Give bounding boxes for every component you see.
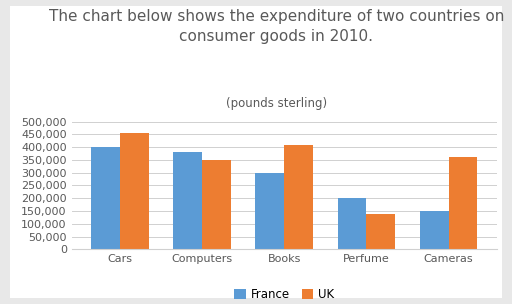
Bar: [367, 213, 395, 249]
Bar: [255, 173, 284, 249]
Bar: [202, 160, 231, 249]
Bar: [120, 133, 148, 249]
Bar: [173, 152, 202, 249]
Bar: [337, 198, 367, 249]
Bar: [420, 211, 449, 249]
Bar: [284, 145, 313, 249]
Text: (pounds sterling): (pounds sterling): [226, 97, 327, 110]
Bar: [91, 147, 120, 249]
Text: The chart below shows the expenditure of two countries on
consumer goods in 2010: The chart below shows the expenditure of…: [49, 9, 504, 44]
Legend: France, UK: France, UK: [229, 283, 339, 304]
Bar: [449, 157, 477, 249]
